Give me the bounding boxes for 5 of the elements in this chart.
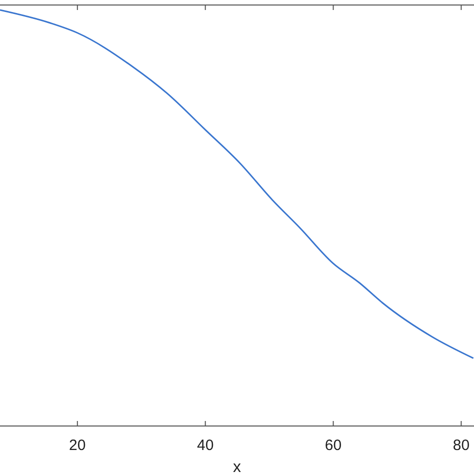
x-tick-label: 20	[69, 437, 86, 454]
x-tick-label: 40	[196, 437, 214, 454]
x-axis-title: x	[233, 459, 241, 474]
x-tick-label: 60	[324, 437, 342, 454]
x-tick-label: 80	[452, 437, 470, 454]
